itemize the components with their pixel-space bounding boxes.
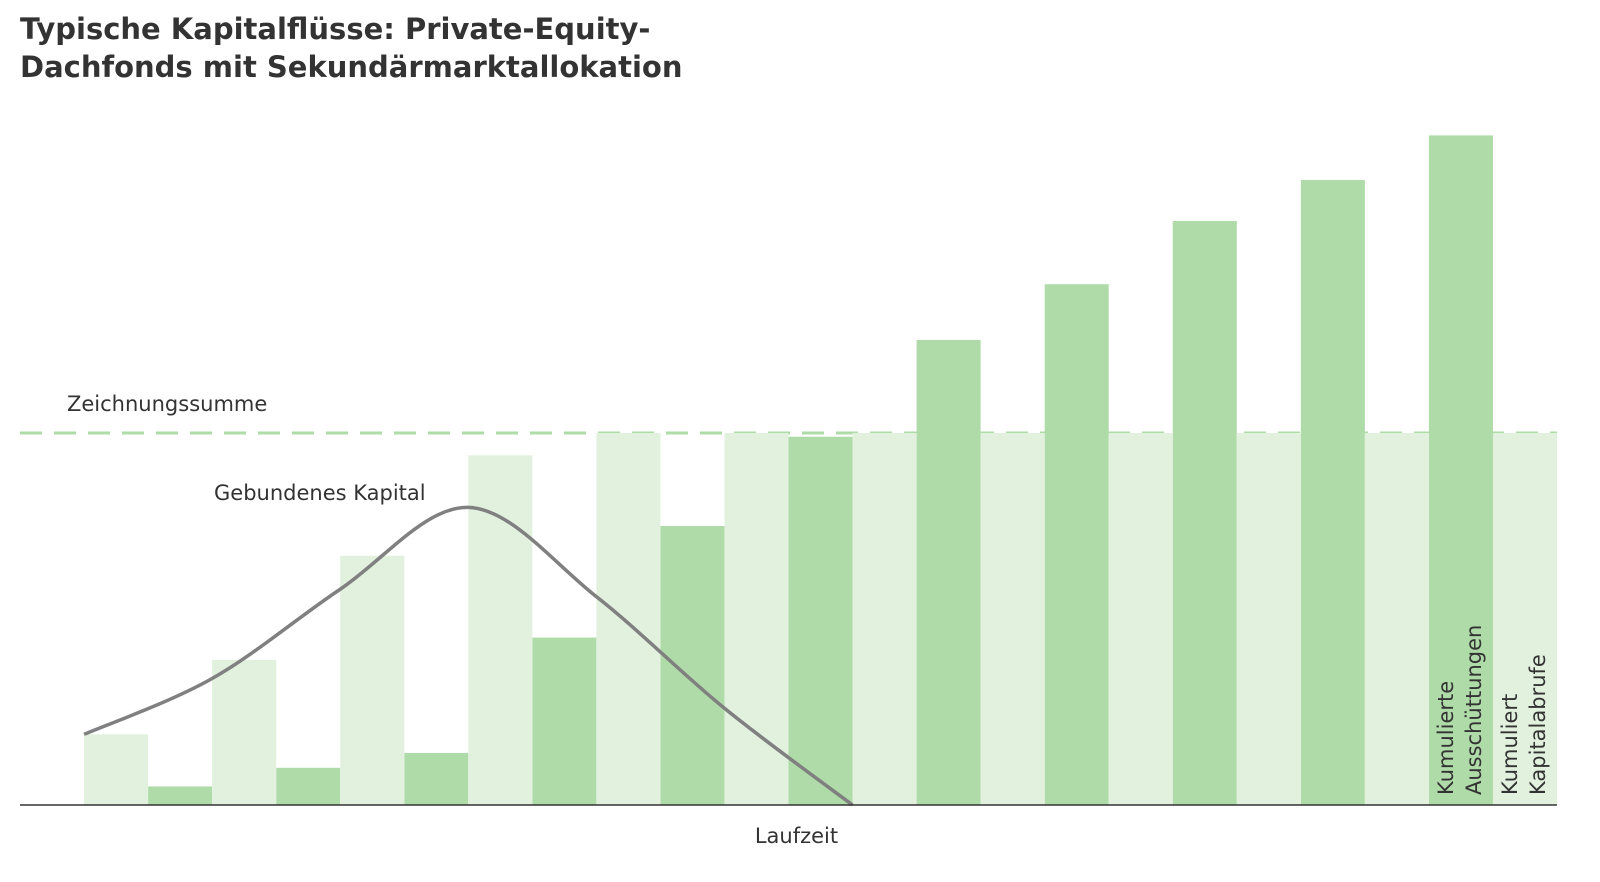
legend-label: Kumuliert Kapitalabrufe bbox=[1498, 654, 1550, 795]
bar bbox=[148, 786, 213, 805]
bar bbox=[1364, 433, 1429, 805]
reference-label: Zeichnungssumme bbox=[67, 392, 267, 416]
bar bbox=[660, 526, 725, 805]
bar bbox=[1300, 180, 1365, 806]
chart-title: Typische Kapitalflüsse: Private-Equity- bbox=[20, 12, 651, 46]
bar bbox=[596, 433, 661, 805]
bar bbox=[1492, 433, 1557, 805]
bar bbox=[340, 555, 405, 805]
bar bbox=[532, 637, 597, 805]
line-label: Gebundenes Kapital bbox=[214, 481, 426, 505]
x-axis-label: Laufzeit bbox=[755, 824, 838, 848]
chart-title: Dachfonds mit Sekundärmarktallokation bbox=[20, 50, 683, 84]
bar bbox=[276, 767, 341, 805]
legend-label: Kumulierte Ausschüttungen bbox=[1434, 624, 1486, 795]
bar bbox=[1044, 284, 1109, 805]
bar bbox=[788, 436, 853, 805]
bar bbox=[404, 752, 469, 805]
bar bbox=[1428, 135, 1493, 805]
bar bbox=[468, 455, 533, 805]
bar bbox=[852, 433, 917, 805]
bar bbox=[980, 433, 1045, 805]
bar bbox=[212, 659, 277, 805]
bar bbox=[916, 340, 981, 805]
bar bbox=[724, 433, 789, 805]
line bbox=[83, 505, 854, 807]
bar bbox=[1236, 433, 1301, 805]
bar bbox=[1108, 433, 1173, 805]
bar bbox=[84, 734, 149, 805]
bar bbox=[1172, 220, 1237, 805]
